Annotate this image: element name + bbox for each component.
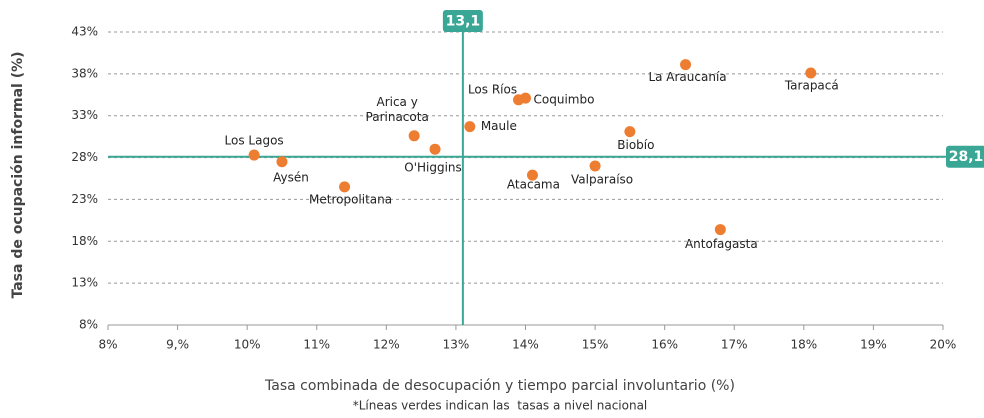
x-tick-label: 8% <box>98 338 117 352</box>
point <box>339 181 351 193</box>
x-tick-label: 18% <box>790 338 817 352</box>
reference-label-box <box>946 145 984 168</box>
point-label: Maule <box>481 119 517 133</box>
point <box>805 67 817 79</box>
reference-label: 13,1 <box>446 14 481 30</box>
y-tick-label: 38% <box>71 66 98 80</box>
point <box>408 130 420 142</box>
point-label: Metropolitana <box>309 192 392 206</box>
x-tick-label: 17% <box>721 338 748 352</box>
x-tick-label: 13% <box>443 338 470 352</box>
y-axis-title: Tasa de ocupación informal (%) <box>10 51 26 298</box>
x-tick-label: 19% <box>860 338 887 352</box>
point <box>589 160 601 172</box>
x-tick-label: 16% <box>651 338 678 352</box>
point <box>624 126 636 138</box>
footnote: *Líneas verdes indican las tasas a nivel… <box>353 399 648 413</box>
point <box>714 224 726 236</box>
x-axis-title: Tasa combinada de desocupación y tiempo … <box>264 378 735 394</box>
point-label: Aysén <box>273 170 309 184</box>
point <box>520 92 531 104</box>
point <box>276 156 288 168</box>
point-label-box: Arica y Parinacota <box>365 94 429 124</box>
point-label: Tarapacá <box>784 79 839 93</box>
point-label: O'Higgins <box>404 161 462 175</box>
y-tick-label: 8% <box>79 318 98 332</box>
x-tick-label: 15% <box>582 338 609 352</box>
point-label: La Araucanía <box>648 70 726 84</box>
x-tick-label: 9,% <box>166 338 189 352</box>
point <box>526 169 538 181</box>
x-tick-label: 14% <box>512 338 539 352</box>
reference-label: 28,1 <box>949 149 984 165</box>
point <box>429 143 441 155</box>
point-label: Antofagasta <box>685 237 758 251</box>
point <box>464 121 476 133</box>
x-tick-label: 20% <box>930 338 957 352</box>
point-label: Biobío <box>617 138 654 152</box>
y-tick-label: 23% <box>71 192 98 206</box>
y-tick-label: 13% <box>71 276 98 290</box>
point-label: Los Lagos <box>225 134 284 148</box>
point-label: Los Ríos <box>468 82 517 96</box>
reference-label-box <box>442 10 483 32</box>
x-tick-label: 10% <box>234 338 261 352</box>
y-tick-label: 43% <box>71 25 98 39</box>
y-tick-label: 33% <box>71 108 98 122</box>
point-label: Coquimbo <box>534 93 595 107</box>
y-tick-label: 28% <box>71 150 98 164</box>
point <box>680 59 692 71</box>
x-tick-label: 11% <box>303 338 330 352</box>
point-label: Atacama <box>507 178 560 192</box>
point-label: Valparaíso <box>571 172 633 186</box>
y-tick-label: 18% <box>71 234 98 248</box>
point-label: Arica y Parinacota <box>365 94 429 124</box>
point <box>248 149 260 161</box>
x-tick-label: 12% <box>373 338 400 352</box>
